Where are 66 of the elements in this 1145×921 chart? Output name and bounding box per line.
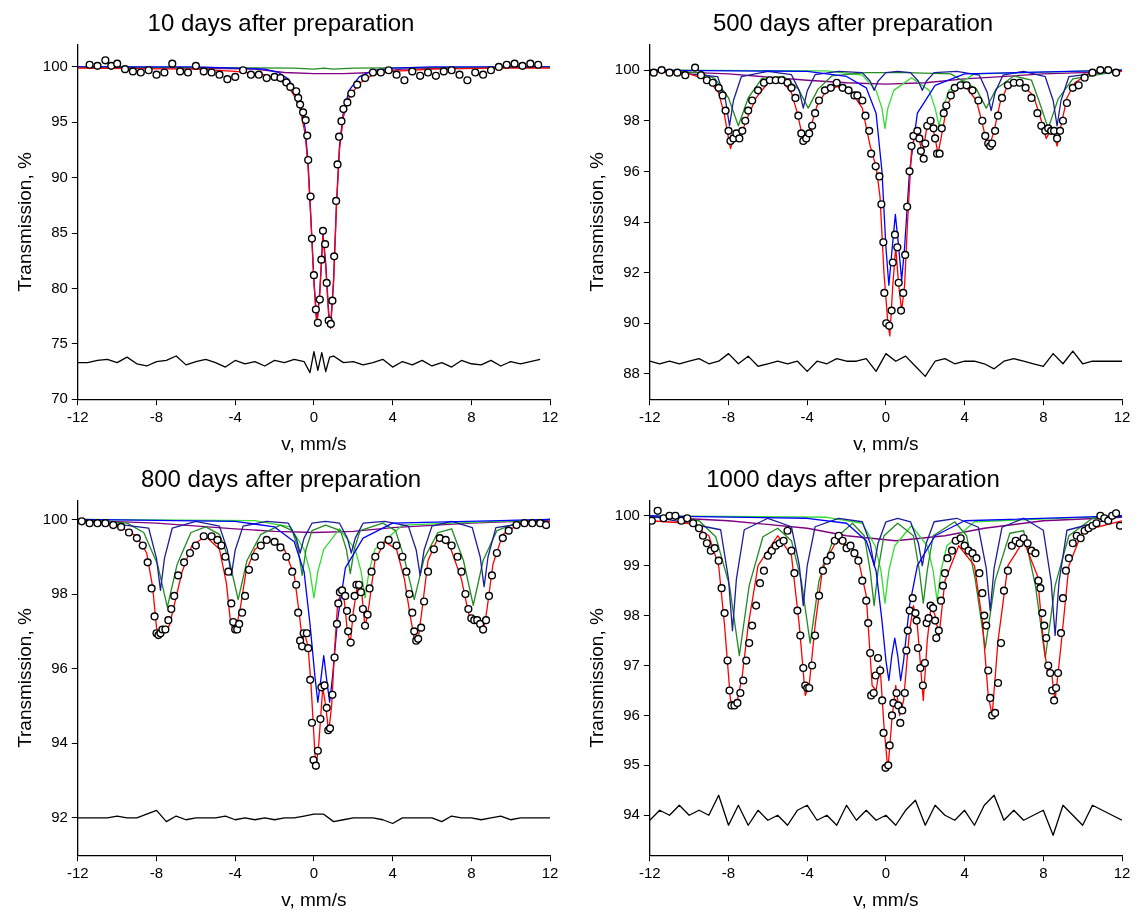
x-axis-title: v, mm/s — [853, 888, 919, 910]
y-tick-label: 88 — [623, 364, 640, 382]
x-tick-label: -8 — [149, 408, 164, 426]
y-tick-label: 94 — [623, 805, 640, 823]
x-axis-title: v, mm/s — [281, 432, 347, 454]
x-tick-label: 12 — [541, 864, 559, 882]
y-tick-label: 100 — [42, 509, 68, 527]
y-axis-title: Transmission, % — [13, 152, 35, 292]
y-tick-label: 100 — [614, 505, 640, 523]
x-tick-label: -12 — [66, 864, 89, 882]
x-tick-label: -12 — [66, 408, 89, 426]
x-tick-label: 4 — [388, 408, 397, 426]
y-tick-label: 98 — [623, 605, 640, 623]
y-tick-label: 100 — [614, 60, 640, 78]
y-axis-title: Transmission, % — [585, 152, 607, 292]
x-tick-label: 8 — [1039, 864, 1048, 882]
x-tick-label: -4 — [228, 864, 242, 882]
y-tick-label: 95 — [623, 755, 640, 773]
y-tick-label: 94 — [51, 733, 68, 751]
x-tick-label: 8 — [1039, 408, 1048, 426]
y-tick-label: 92 — [51, 808, 68, 826]
y-tick-label: 96 — [51, 658, 68, 676]
chart-title: 800 days after preparation — [140, 465, 422, 493]
y-tick-label: 92 — [623, 262, 640, 280]
x-tick-label: 8 — [467, 408, 476, 426]
y-tick-label: 100 — [42, 57, 68, 75]
x-tick-label: 4 — [960, 864, 969, 882]
y-tick-label: 95 — [51, 112, 68, 130]
y-tick-label: 70 — [51, 389, 68, 407]
x-tick-label: -4 — [800, 408, 814, 426]
chart-title: 500 days after preparation — [712, 9, 994, 37]
x-tick-label: 0 — [309, 864, 319, 882]
x-tick-label: -12 — [638, 408, 661, 426]
x-tick-label: -12 — [638, 864, 661, 882]
x-tick-label: -4 — [228, 408, 242, 426]
y-tick-label: 99 — [623, 555, 640, 573]
y-tick-label: 96 — [623, 705, 640, 723]
x-tick-label: 12 — [541, 408, 559, 426]
x-tick-label: 12 — [1113, 408, 1131, 426]
x-tick-label: 0 — [881, 408, 891, 426]
x-tick-label: -8 — [721, 408, 736, 426]
chart-title: 10 days after preparation — [147, 9, 415, 37]
x-tick-label: 12 — [1113, 864, 1131, 882]
chart-title: 1000 days after preparation — [706, 465, 1000, 493]
y-tick-label: 80 — [51, 278, 68, 296]
x-tick-label: -8 — [149, 864, 164, 882]
y-axis-title: Transmission, % — [13, 608, 35, 748]
y-tick-label: 98 — [623, 110, 640, 128]
x-tick-label: 0 — [309, 408, 319, 426]
y-tick-label: 97 — [623, 655, 640, 673]
y-tick-label: 90 — [623, 313, 640, 331]
x-tick-label: 4 — [388, 864, 397, 882]
x-tick-label: 4 — [960, 408, 969, 426]
x-axis-title: v, mm/s — [853, 432, 919, 454]
x-tick-label: 0 — [881, 864, 891, 882]
y-axis-title: Transmission, % — [585, 608, 607, 748]
y-tick-label: 90 — [51, 167, 68, 185]
y-tick-label: 75 — [51, 333, 68, 351]
y-tick-label: 94 — [623, 212, 640, 230]
x-tick-label: -8 — [721, 864, 736, 882]
y-tick-label: 85 — [51, 223, 68, 241]
y-tick-label: 98 — [51, 584, 68, 602]
x-axis-title: v, mm/s — [281, 888, 347, 910]
x-tick-label: -4 — [800, 864, 814, 882]
y-tick-label: 96 — [623, 161, 640, 179]
x-tick-label: 8 — [467, 864, 476, 882]
